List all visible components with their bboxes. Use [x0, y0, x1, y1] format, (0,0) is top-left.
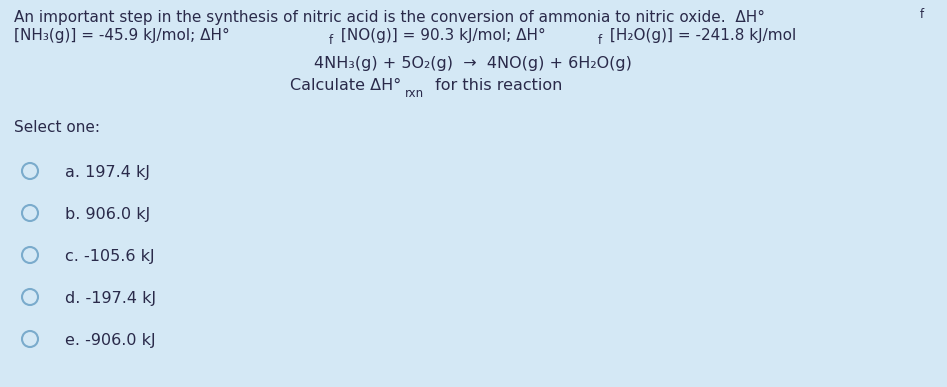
- Text: a. 197.4 kJ: a. 197.4 kJ: [65, 165, 150, 180]
- Text: [NO(g)] = 90.3 kJ/mol; ΔH°: [NO(g)] = 90.3 kJ/mol; ΔH°: [336, 28, 545, 43]
- Text: Calculate ΔH°: Calculate ΔH°: [290, 78, 402, 93]
- Text: e. -906.0 kJ: e. -906.0 kJ: [65, 333, 155, 348]
- Text: d. -197.4 kJ: d. -197.4 kJ: [65, 291, 156, 306]
- Text: c. -105.6 kJ: c. -105.6 kJ: [65, 249, 154, 264]
- Text: 4NH₃(g) + 5O₂(g)  →  4NO(g) + 6H₂O(g): 4NH₃(g) + 5O₂(g) → 4NO(g) + 6H₂O(g): [314, 56, 632, 71]
- Text: f: f: [920, 8, 924, 21]
- Text: Select one:: Select one:: [14, 120, 100, 135]
- Text: rxn: rxn: [405, 87, 424, 100]
- Text: f: f: [329, 34, 333, 47]
- Text: f: f: [598, 34, 602, 47]
- Text: for this reaction: for this reaction: [430, 78, 563, 93]
- Text: b. 906.0 kJ: b. 906.0 kJ: [65, 207, 151, 222]
- Text: An important step in the synthesis of nitric acid is the conversion of ammonia t: An important step in the synthesis of ni…: [14, 10, 765, 25]
- Text: [H₂O(g)] = -241.8 kJ/mol: [H₂O(g)] = -241.8 kJ/mol: [605, 28, 796, 43]
- Text: [NH₃(g)] = -45.9 kJ/mol; ΔH°: [NH₃(g)] = -45.9 kJ/mol; ΔH°: [14, 28, 230, 43]
